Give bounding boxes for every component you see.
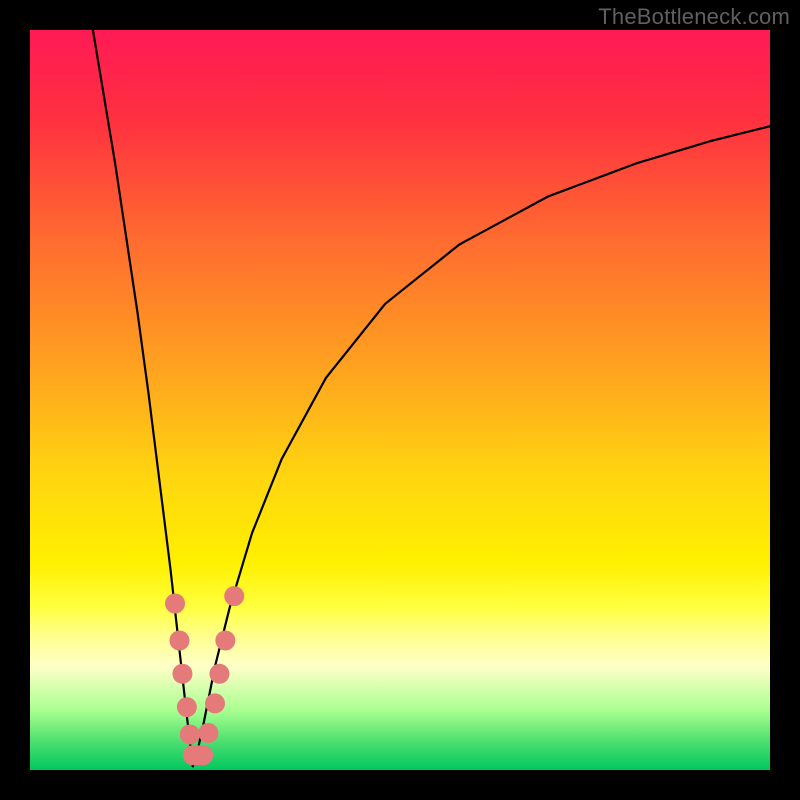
chart-container: TheBottleneck.com <box>0 0 800 800</box>
watermark-label: TheBottleneck.com <box>598 4 790 30</box>
bottleneck-chart <box>0 0 800 800</box>
